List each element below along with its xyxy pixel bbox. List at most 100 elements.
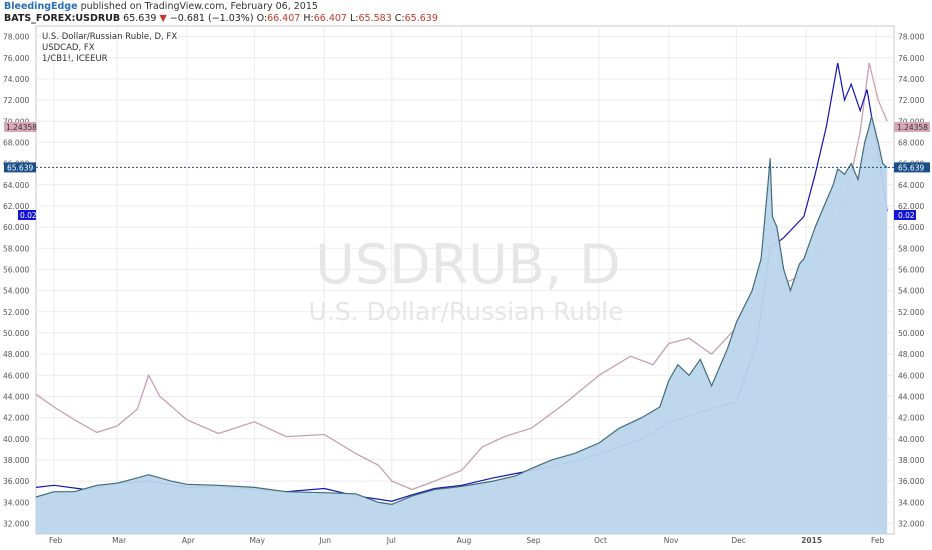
y-tick-label-left: 70.000: [3, 117, 29, 126]
x-tick-label: Aug: [457, 536, 472, 545]
open-label: O:: [256, 13, 268, 24]
y-tick-label-left: 42.000: [3, 414, 29, 423]
x-tick-label: Jun: [318, 536, 331, 545]
x-tick-label: 2015: [801, 536, 822, 545]
y-tick-label-left: 38.000: [3, 456, 29, 465]
y-tick-label-right: 40.000: [898, 435, 924, 444]
watermark: USDRUB, D U.S. Dollar/Russian Ruble: [309, 233, 624, 326]
x-tick-label: Nov: [664, 536, 679, 545]
y-tick-label-left: 62.000: [3, 202, 29, 211]
x-tick-label: May: [249, 536, 265, 545]
usdcad-tag-right-label: 1.24358: [897, 123, 928, 132]
brent-tag-left-label: 0.02: [20, 211, 37, 220]
usdcad-tag-right: [894, 122, 930, 132]
y-tick-label-left: 60.000: [3, 223, 29, 232]
y-tick-label-left: 40.000: [3, 435, 29, 444]
x-axis: Feb Mar Apr May Jun Jul Aug Sep Oct Nov Dec 2015 Feb: [49, 536, 884, 545]
price-tags: 1.24358 1.24358 65.639 65.639 0.02 0.02: [4, 122, 930, 220]
open-value: 66.407: [267, 13, 301, 24]
last-price-tag-left: [4, 162, 36, 173]
y-tick-label-right: 46.000: [898, 371, 924, 380]
usdcad-tag-left: [4, 122, 36, 132]
author-name[interactable]: BleedingEdge: [4, 1, 78, 12]
close-label: C:: [394, 13, 405, 24]
brent-tag-right: [894, 210, 916, 220]
x-tick-label: Mar: [112, 536, 127, 545]
low-value: 65.583: [358, 13, 392, 24]
y-tick-label-right: 62.000: [898, 202, 924, 211]
high-value: 66.407: [313, 13, 347, 24]
y-tick-label-left: 50.000: [3, 329, 29, 338]
legend-item-brent[interactable]: 1/CB1!, ICEEUR: [42, 54, 108, 64]
legend-item-usdrub[interactable]: U.S. Dollar/Russian Ruble, D, FX: [42, 32, 177, 42]
y-tick-label-right: 76.000: [898, 54, 924, 63]
y-tick-label-left: 32.000: [3, 519, 29, 528]
high-label: H:: [303, 13, 314, 24]
y-tick-label-left: 72.000: [3, 96, 29, 105]
publish-info: BleedingEdge published on TradingView.co…: [4, 1, 318, 12]
y-tick-label-right: 64.000: [898, 181, 924, 190]
y-tick-label-left: 36.000: [3, 477, 29, 486]
price-change: −0.681 (−1.03%): [169, 13, 254, 24]
y-tick-label-right: 34.000: [898, 498, 924, 507]
last-price-tag-left-label: 65.639: [7, 163, 33, 172]
close-value: 65.639: [404, 13, 438, 24]
y-tick-label-right: 36.000: [898, 477, 924, 486]
down-arrow-icon: ▼: [159, 13, 167, 24]
y-tick-label-left: 54.000: [3, 287, 29, 296]
brent-tag-right-label: 0.02: [898, 211, 915, 220]
y-tick-label-right: 42.000: [898, 414, 924, 423]
y-tick-label-left: 76.000: [3, 54, 29, 63]
series-layer: [35, 62, 888, 534]
legend-item-usdcad[interactable]: USDCAD, FX: [42, 43, 95, 53]
y-tick-label-right: 78.000: [898, 33, 924, 42]
y-tick-label-left: 78.000: [3, 33, 29, 42]
y-tick-label-right: 74.000: [898, 75, 924, 84]
low-label: L:: [350, 13, 359, 24]
y-axis-left: 32.000 34.000 36.000 38.000 40.000 42.000 44.0…: [3, 33, 29, 529]
y-tick-label-right: 54.000: [898, 287, 924, 296]
x-tick-label: Oct: [594, 536, 607, 545]
y-tick-label-right: 50.000: [898, 329, 924, 338]
y-tick-label-right: 56.000: [898, 265, 924, 274]
usdrub-area-fill: [36, 116, 888, 534]
legend: U.S. Dollar/Russian Ruble, D, FX USDCAD,…: [42, 32, 177, 64]
y-tick-label-left: 56.000: [3, 265, 29, 274]
y-tick-label-right: 48.000: [898, 350, 924, 359]
x-tick-label: Jul: [386, 536, 396, 545]
last-price-tag-right-label: 65.639: [898, 163, 924, 172]
y-tick-label-left: 48.000: [3, 350, 29, 359]
symbol-info: BATS_FOREX:USDRUB 65.639 ▼ −0.681 (−1.03…: [4, 13, 438, 24]
brent-tag-left: [18, 210, 36, 220]
y-axis-right: 32.000 34.000 36.000 38.000 40.000 42.000 44.0…: [898, 33, 924, 529]
last-price-tag-right: [894, 162, 930, 173]
y-tick-label-left: 74.000: [3, 75, 29, 84]
y-tick-label-right: 68.000: [898, 138, 924, 147]
y-tick-label-left: 46.000: [3, 371, 29, 380]
symbol-name: BATS_FOREX:USDRUB: [4, 13, 121, 24]
watermark-symbol: USDRUB, D: [315, 233, 620, 296]
y-tick-label-right: 52.000: [898, 308, 924, 317]
y-tick-label-right: 70.000: [898, 117, 924, 126]
y-tick-label-right: 32.000: [898, 519, 924, 528]
usdrub-line: [35, 115, 888, 506]
x-tick-label: Dec: [731, 536, 746, 545]
x-tick-label: Feb: [49, 536, 63, 545]
y-tick-label-right: 72.000: [898, 96, 924, 105]
y-tick-label-right: 38.000: [898, 456, 924, 465]
last-price: 65.639: [123, 13, 157, 24]
y-tick-label-left: 52.000: [3, 308, 29, 317]
y-tick-label-left: 68.000: [3, 138, 29, 147]
y-tick-label-left: 58.000: [3, 244, 29, 253]
y-tick-label-right: 58.000: [898, 244, 924, 253]
y-tick-label-right: 44.000: [898, 392, 924, 401]
x-tick-label: Apr: [182, 536, 196, 545]
y-tick-label-left: 34.000: [3, 498, 29, 507]
y-tick-label-left: 64.000: [3, 181, 29, 190]
x-tick-label: Sep: [526, 536, 540, 545]
y-tick-label-left: 44.000: [3, 392, 29, 401]
publish-text: published on TradingView.com, February 0…: [77, 1, 318, 12]
usdcad-tag-left-label: 1.24358: [6, 123, 37, 132]
watermark-name: U.S. Dollar/Russian Ruble: [309, 297, 624, 326]
